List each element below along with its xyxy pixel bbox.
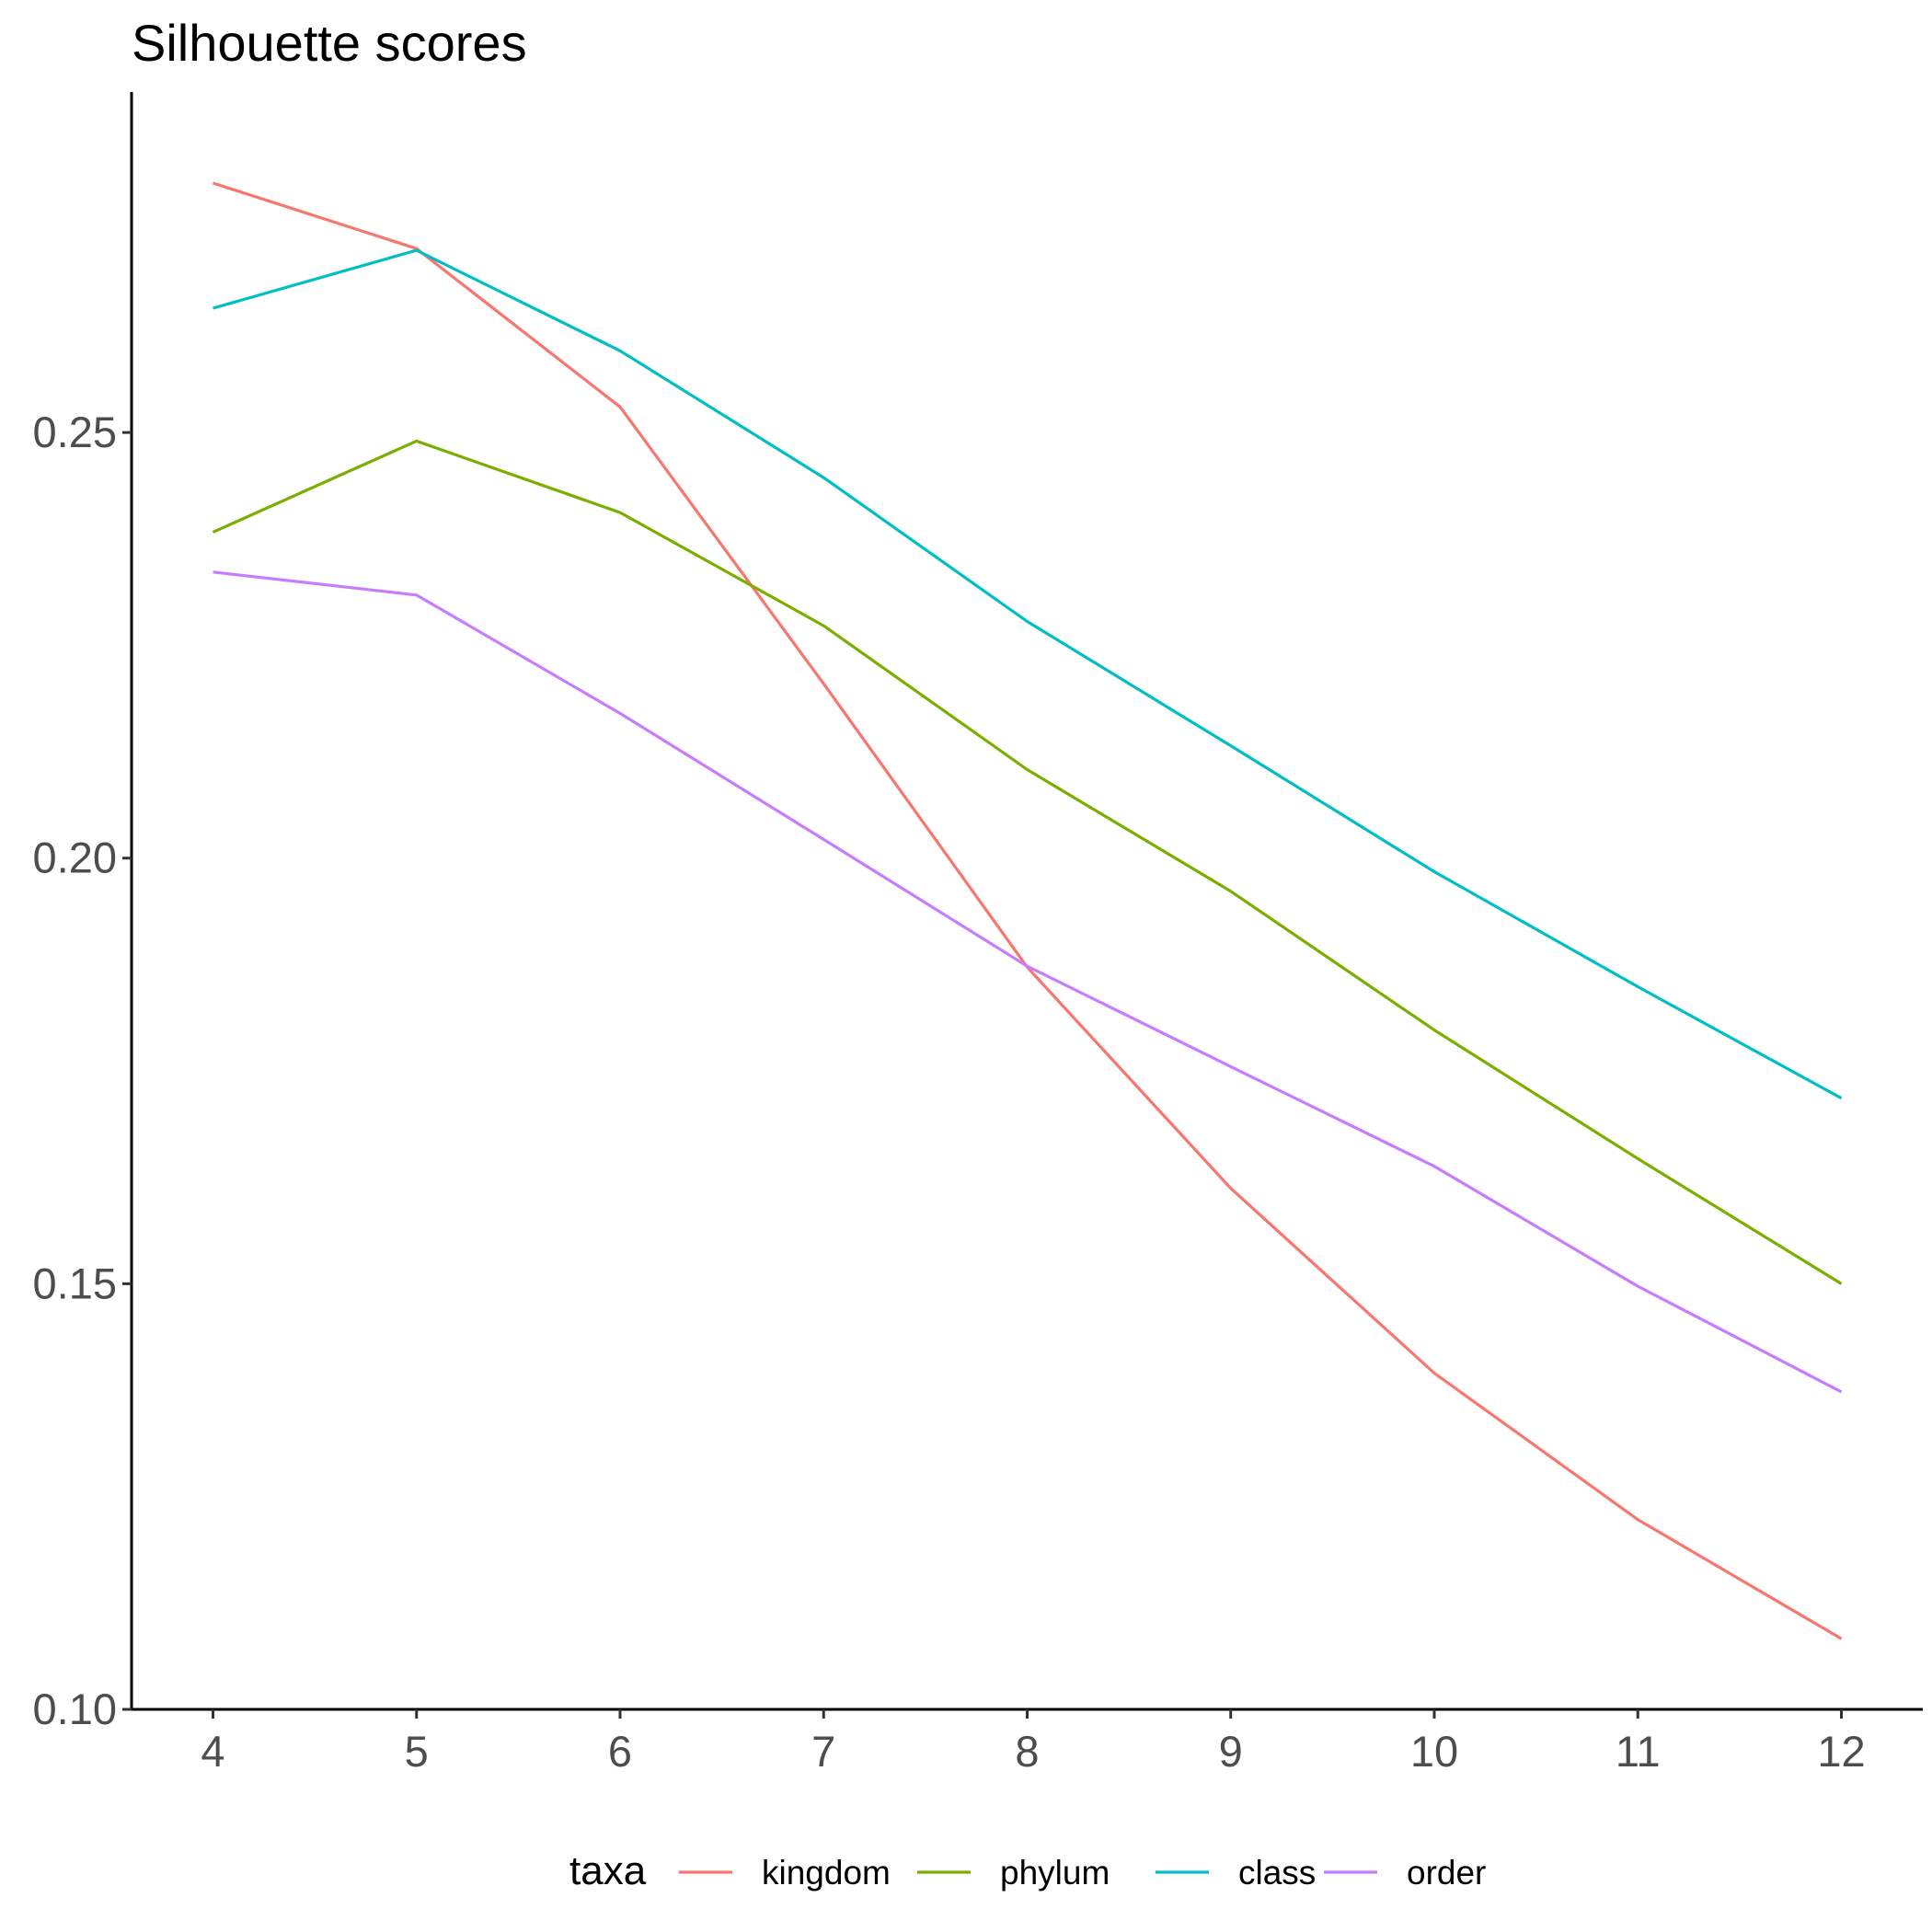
series-line-kingdom bbox=[213, 181, 1843, 1640]
y-tick-label: 0.10 bbox=[33, 1685, 117, 1733]
legend-label-class: class bbox=[1238, 1854, 1316, 1892]
legend: taxa kingdom phylum class order bbox=[569, 1848, 1486, 1893]
legend-label-phylum: phylum bbox=[1000, 1854, 1110, 1892]
chart-title: Silhouette scores bbox=[132, 14, 527, 72]
x-tick-label: 8 bbox=[1015, 1727, 1039, 1776]
series-line-order bbox=[213, 570, 1843, 1394]
x-tick-label: 11 bbox=[1616, 1727, 1661, 1776]
x-tick-label: 5 bbox=[405, 1727, 429, 1776]
x-tick-label: 12 bbox=[1817, 1727, 1865, 1776]
y-axis: 0.10 0.15 0.20 0.25 bbox=[33, 408, 132, 1733]
series-line-class bbox=[213, 248, 1843, 1100]
y-tick-label: 0.25 bbox=[33, 408, 117, 456]
series-layer bbox=[212, 181, 1843, 1640]
legend-title: taxa bbox=[569, 1848, 647, 1893]
series-line-phylum bbox=[212, 439, 1843, 1285]
legend-label-kingdom: kingdom bbox=[762, 1854, 891, 1892]
x-tick-label: 6 bbox=[608, 1727, 632, 1776]
x-tick-label: 10 bbox=[1410, 1727, 1458, 1776]
x-tick-label: 7 bbox=[811, 1727, 835, 1776]
y-tick-label: 0.20 bbox=[33, 834, 117, 882]
x-tick-label: 4 bbox=[201, 1727, 224, 1776]
y-tick-label: 0.15 bbox=[33, 1259, 117, 1307]
x-tick-label: 9 bbox=[1219, 1727, 1243, 1776]
legend-label-order: order bbox=[1407, 1854, 1486, 1892]
x-axis: 4 5 6 7 8 9 10 11 12 bbox=[201, 1709, 1866, 1776]
